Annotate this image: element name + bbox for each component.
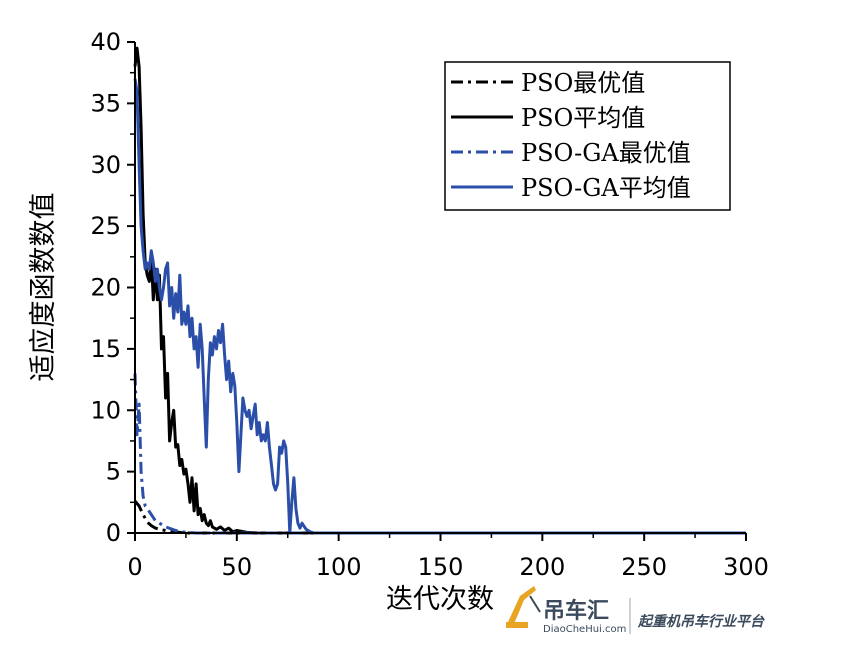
y-tick-label: 10 — [90, 396, 121, 424]
series-line-3 — [133, 373, 746, 535]
x-axis-title: 迭代次数 — [386, 584, 494, 615]
x-tick-label: 50 — [222, 553, 253, 581]
legend-label-1: PSO最优值 — [521, 69, 645, 97]
crane-logo-icon — [506, 586, 541, 628]
axes-layer: 0 50 100 150 200 250 300 0 5 10 15 20 25 30 35 40 — [90, 28, 768, 581]
y-axis-title: 适应度函数数值 — [28, 193, 59, 382]
x-tick-label: 100 — [316, 553, 362, 581]
x-tick-label: 0 — [127, 553, 142, 581]
y-tick-label: 5 — [106, 458, 121, 486]
watermark-url: DiaoCheHui.com — [543, 624, 626, 635]
x-tick-label: 150 — [418, 553, 464, 581]
legend-label-2: PSO平均值 — [521, 104, 645, 132]
x-tick-label: 200 — [519, 553, 565, 581]
y-tick-label: 35 — [90, 89, 121, 117]
legend-box — [444, 61, 731, 211]
legend-label-3: PSO-GA最优值 — [521, 139, 691, 167]
y-tick-label: 30 — [90, 151, 121, 179]
y-tick-label: 25 — [90, 212, 121, 240]
watermark-brand: 吊车汇 — [543, 598, 609, 624]
x-tick-label: 250 — [621, 553, 667, 581]
x-tick-label: 300 — [723, 553, 769, 581]
watermark-slogan: 起重机吊车行业平台 — [637, 613, 765, 630]
series-line-4 — [133, 78, 746, 535]
legend: PSO最优值 PSO平均值 PSO-GA最优值 PSO-GA平均值 — [444, 61, 731, 211]
y-tick-label: 15 — [90, 335, 121, 363]
y-tick-label: 20 — [90, 274, 121, 302]
watermark: 吊车汇 DiaoCheHui.com 起重机吊车行业平台 — [506, 586, 765, 635]
legend-label-4: PSO-GA平均值 — [521, 174, 691, 202]
y-tick-label: 0 — [106, 519, 121, 547]
y-tick-label: 40 — [90, 28, 121, 56]
